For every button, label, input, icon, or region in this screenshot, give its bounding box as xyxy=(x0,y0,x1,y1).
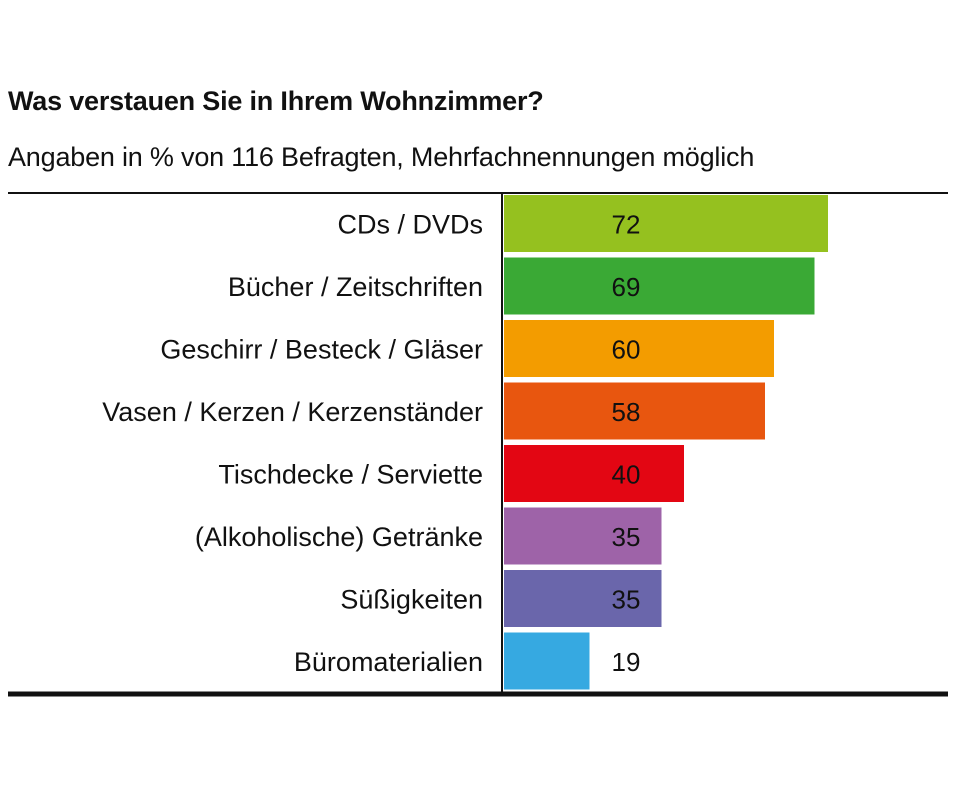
category-label: CDs / DVDs xyxy=(337,210,483,240)
category-label: Büromaterialien xyxy=(294,647,483,677)
bar xyxy=(504,445,684,502)
value-label: 35 xyxy=(612,522,641,552)
bar xyxy=(504,195,828,252)
bar xyxy=(504,507,662,565)
value-label: 58 xyxy=(612,397,641,427)
value-label: 60 xyxy=(612,335,641,365)
category-label: Tischdecke / Serviette xyxy=(218,460,483,490)
category-label: (Alkoholische) Getränke xyxy=(195,522,483,552)
bar xyxy=(504,632,590,690)
bar xyxy=(504,320,774,377)
bar xyxy=(504,570,662,627)
value-label: 40 xyxy=(612,460,641,490)
chart-subtitle: Angaben in % von 116 Befragten, Mehrfach… xyxy=(8,142,755,172)
category-label: Bücher / Zeitschriften xyxy=(228,272,483,302)
bar xyxy=(504,257,815,315)
chart-title: Was verstauen Sie in Ihrem Wohnzimmer? xyxy=(8,86,544,116)
value-label: 19 xyxy=(612,647,641,677)
category-label: Geschirr / Besteck / Gläser xyxy=(160,335,483,365)
category-label: Vasen / Kerzen / Kerzenständer xyxy=(102,397,483,427)
bar xyxy=(504,382,765,440)
value-label: 35 xyxy=(612,585,641,615)
value-label: 69 xyxy=(612,272,641,302)
value-label: 72 xyxy=(612,210,641,240)
category-label: Süßigkeiten xyxy=(340,585,483,615)
